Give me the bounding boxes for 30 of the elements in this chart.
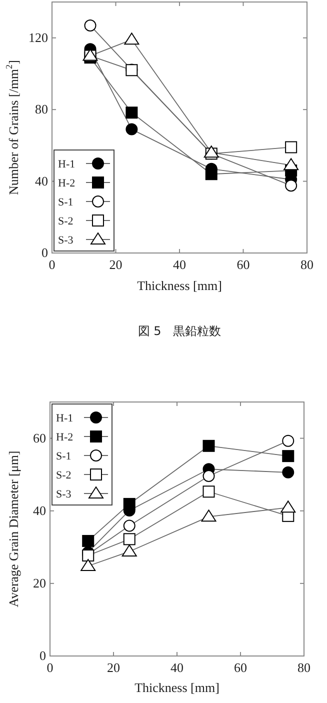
x-axis-title: Thickness [mm] bbox=[134, 680, 220, 695]
legend-label: S-2 bbox=[56, 470, 72, 482]
y-tick-label: 120 bbox=[28, 30, 48, 45]
y-tick-label: 60 bbox=[33, 430, 46, 446]
x-tick-label: 80 bbox=[300, 257, 314, 272]
y-tick-label: 40 bbox=[33, 502, 46, 518]
caption: 図 5 黒鉛粒数 bbox=[138, 324, 222, 338]
legend-label: H-1 bbox=[56, 412, 74, 424]
y-tick-label: 0 bbox=[42, 245, 48, 260]
x-tick-label: 40 bbox=[173, 257, 186, 272]
legend-label: H-2 bbox=[58, 178, 76, 190]
y-tick-label: 80 bbox=[35, 102, 48, 117]
y-tick-label: 40 bbox=[35, 173, 48, 188]
legend-label: H-2 bbox=[56, 432, 74, 444]
x-axis-title: Thickness [mm] bbox=[137, 278, 222, 293]
legend-label: S-1 bbox=[58, 196, 74, 208]
legend-label: S-3 bbox=[58, 234, 74, 246]
x-tick-label: 20 bbox=[107, 660, 120, 675]
y-axis-title: Average Grain Diameter [μm] bbox=[6, 450, 21, 608]
y-tick-label: 0 bbox=[40, 648, 46, 663]
legend-label: H-1 bbox=[58, 158, 76, 170]
legend-label: S-1 bbox=[56, 450, 72, 462]
x-tick-label: 60 bbox=[234, 660, 247, 675]
x-tick-label: 60 bbox=[236, 257, 250, 272]
x-tick-label: 20 bbox=[109, 257, 122, 272]
legend-label: S-2 bbox=[58, 216, 74, 228]
x-tick-label: 80 bbox=[298, 660, 310, 675]
legend-label: S-3 bbox=[56, 488, 72, 500]
x-tick-label: 40 bbox=[170, 660, 184, 675]
y-tick-label: 20 bbox=[33, 575, 46, 590]
